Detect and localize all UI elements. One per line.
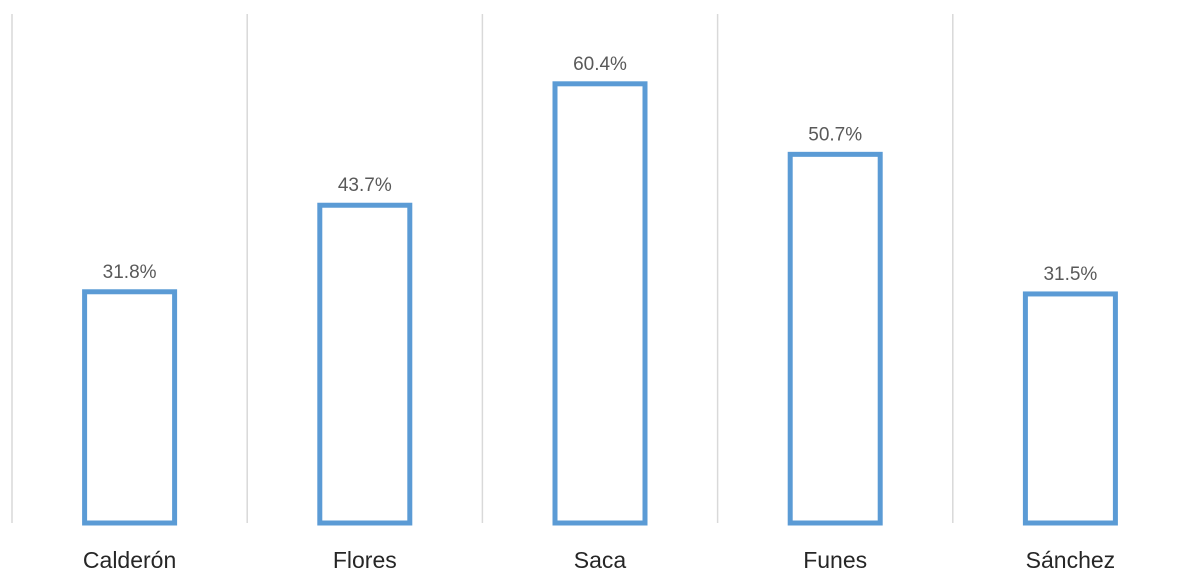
category-label-0: Calderón — [83, 547, 176, 572]
data-label-3: 50.7% — [808, 124, 862, 145]
category-label-2: Saca — [574, 547, 627, 572]
bar-series — [82, 81, 1118, 526]
data-label-0: 31.8% — [103, 262, 157, 283]
bar-2 — [552, 81, 648, 526]
category-label-3: Funes — [803, 547, 867, 572]
bar-1 — [317, 202, 413, 526]
bar-4 — [1022, 291, 1118, 526]
category-label-1: Flores — [333, 547, 397, 572]
category-label-4: Sánchez — [1026, 547, 1116, 572]
data-label-1: 43.7% — [338, 175, 392, 196]
data-labels: 31.8% 43.7% 60.4% 50.7% 31.5% — [103, 54, 1098, 285]
bar-3 — [787, 151, 883, 526]
data-label-2: 60.4% — [573, 54, 627, 75]
category-axis-labels: Calderón Flores Saca Funes Sánchez — [83, 547, 1115, 572]
data-label-4: 31.5% — [1043, 264, 1097, 285]
category-separators — [11, 14, 954, 523]
bar-0 — [82, 289, 178, 526]
